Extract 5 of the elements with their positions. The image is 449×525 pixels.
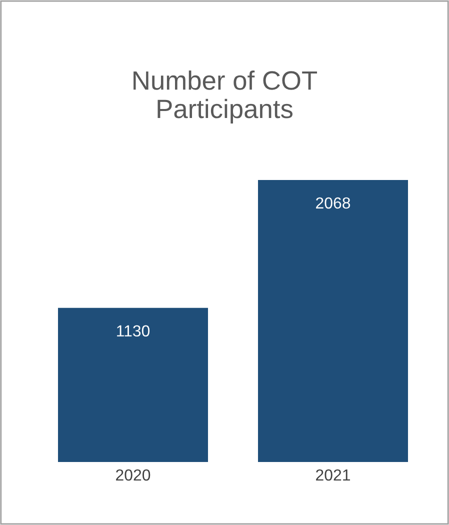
x-tick-label: 2020 (116, 469, 150, 481)
x-tick-label: 2021 (316, 469, 350, 481)
chart-title: Number of COT Participants (134, 70, 318, 124)
data-label: 1130 (117, 325, 150, 337)
data-label: 2068 (316, 197, 350, 209)
